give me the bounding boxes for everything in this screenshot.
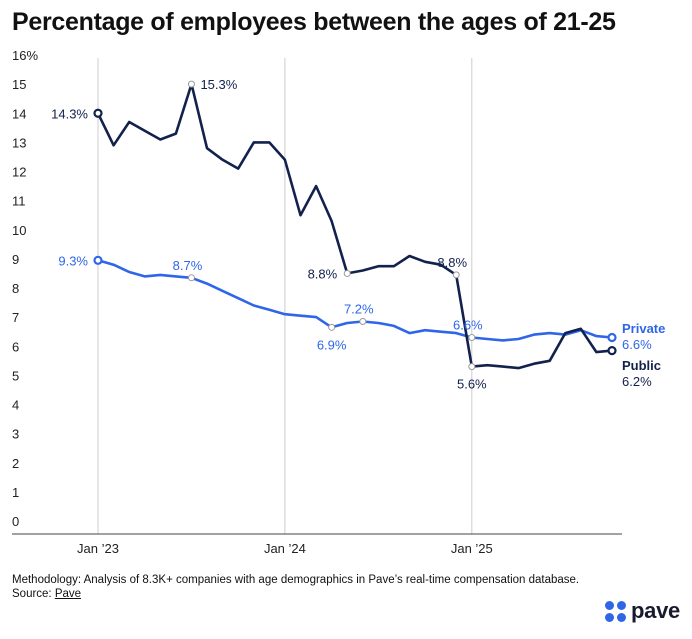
y-tick-label: 11 xyxy=(12,194,26,209)
data-label-private: 6.6% xyxy=(453,318,483,333)
data-label-public: 15.3% xyxy=(200,77,237,92)
footer: Methodology: Analysis of 8.3K+ companies… xyxy=(12,573,592,601)
data-label-public: 8.8% xyxy=(308,266,338,281)
source-link[interactable]: Pave xyxy=(54,588,82,600)
y-tick-label: 6 xyxy=(12,339,19,354)
series-line-public xyxy=(96,82,614,370)
annotation-marker xyxy=(452,271,460,279)
x-tick-label: Jan ’25 xyxy=(451,541,493,556)
data-label-public: 14.3% xyxy=(51,106,88,121)
methodology-note: Methodology: Analysis of 8.3K+ companies… xyxy=(12,574,580,586)
annotation-marker xyxy=(468,363,476,371)
pave-logo: pave xyxy=(605,598,680,624)
data-label-private: 6.9% xyxy=(317,337,347,352)
four-dots-logo-icon xyxy=(605,600,627,622)
data-label-public: 8.8% xyxy=(437,255,467,270)
annotation-marker xyxy=(359,317,367,325)
data-label-private: 7.2% xyxy=(344,301,374,316)
end-label-public-value: 6.2% xyxy=(622,374,652,389)
end-label-private-name: Private xyxy=(622,321,665,336)
y-tick-label: 14 xyxy=(12,106,26,121)
chart-title: Percentage of employees between the ages… xyxy=(12,8,616,36)
y-tick-label: 9 xyxy=(12,252,19,267)
y-tick-label: 4 xyxy=(12,398,19,413)
annotation-marker xyxy=(187,80,195,88)
end-label-private-value: 6.6% xyxy=(622,337,652,352)
annotation-marker xyxy=(468,334,476,342)
annotation-marker xyxy=(187,274,195,282)
x-tick-label: Jan ’24 xyxy=(264,541,306,556)
y-tick-label: 13 xyxy=(12,135,26,150)
y-tick-label: 0 xyxy=(12,514,19,529)
grid-lines xyxy=(97,58,473,534)
logo-text: pave xyxy=(631,598,680,623)
y-tick-label: 12 xyxy=(12,165,26,180)
start-marker-public xyxy=(93,108,103,118)
y-tick-label: 16% xyxy=(12,48,38,63)
y-tick-label: 5 xyxy=(12,368,19,383)
y-tick-label: 8 xyxy=(12,281,19,296)
y-tick-label: 2 xyxy=(12,456,19,471)
end-marker-private xyxy=(607,332,617,343)
y-tick-label: 7 xyxy=(12,310,19,325)
y-tick-label: 15 xyxy=(12,77,26,92)
source-label: Source: xyxy=(12,588,55,600)
data-annotations: 14.3% 15.3% 8.8% 8.8% 5.6% 9.3% 8.7% 6.9% 7.2% 6.… xyxy=(51,77,665,392)
y-tick-label: 3 xyxy=(12,427,19,442)
source-note: Source: Pave xyxy=(12,587,592,601)
end-marker-public xyxy=(607,346,617,356)
y-tick-label: 1 xyxy=(12,485,19,500)
start-marker-private xyxy=(93,255,103,265)
series-line-private xyxy=(96,258,614,342)
data-label-private: 8.7% xyxy=(173,258,203,273)
y-tick-label: 10 xyxy=(12,223,26,238)
x-tick-label: Jan ’23 xyxy=(77,541,119,556)
series-lines xyxy=(96,82,614,370)
end-label-public-name: Public xyxy=(622,358,661,373)
annotation-marker xyxy=(343,269,351,277)
annotation-marker xyxy=(328,323,336,331)
data-label-private: 9.3% xyxy=(58,253,88,268)
data-label-public: 5.6% xyxy=(457,377,487,392)
x-axis: Jan ’23 Jan ’24 Jan ’25 xyxy=(12,533,622,556)
